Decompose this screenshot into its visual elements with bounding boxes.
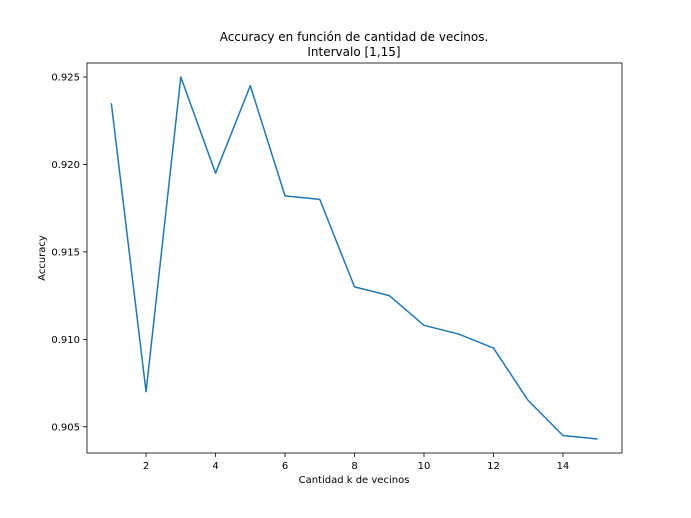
x-tick-label: 6 bbox=[282, 461, 288, 472]
chart-subtitle: Intervalo [1,15] bbox=[307, 45, 400, 59]
y-axis: 0.905 0.910 0.915 0.920 0.925 bbox=[51, 72, 87, 433]
plot-frame bbox=[86, 62, 623, 454]
y-tick-label: 0.915 bbox=[51, 247, 80, 258]
series-line bbox=[110, 76, 598, 440]
x-axis: 2 4 6 8 10 12 14 bbox=[143, 453, 569, 472]
y-axis-label: Accuracy bbox=[37, 235, 48, 281]
y-tick-label: 0.920 bbox=[51, 160, 80, 171]
x-tick-label: 10 bbox=[418, 461, 431, 472]
x-tick-label: 8 bbox=[351, 461, 357, 472]
x-tick-label: 14 bbox=[557, 461, 570, 472]
chart-title: Accuracy en función de cantidad de vecin… bbox=[220, 30, 489, 44]
y-tick-label: 0.925 bbox=[51, 72, 80, 83]
y-tick-label: 0.910 bbox=[51, 335, 80, 346]
y-tick-label: 0.905 bbox=[51, 422, 80, 433]
x-axis-label: Cantidad k de vecinos bbox=[299, 475, 410, 486]
x-tick-label: 12 bbox=[487, 461, 500, 472]
x-tick-label: 4 bbox=[212, 461, 218, 472]
x-tick-label: 2 bbox=[143, 461, 149, 472]
plot-area bbox=[87, 63, 622, 453]
series-layer bbox=[110, 76, 598, 440]
